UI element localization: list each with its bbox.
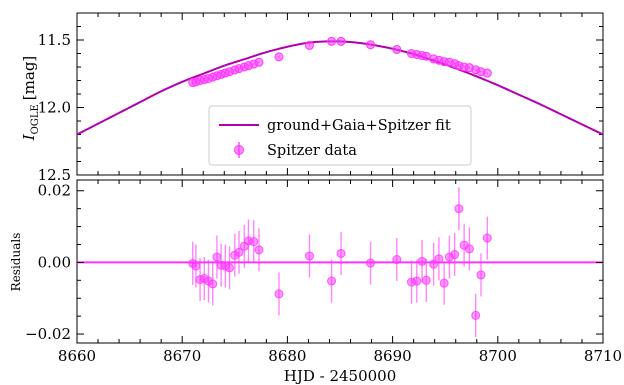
data-point <box>304 40 314 50</box>
residual-point <box>434 254 444 264</box>
legend-data-label: Spitzer data <box>267 143 357 159</box>
residual-points <box>188 187 492 337</box>
x-tick-label: 8670 <box>163 347 201 365</box>
x-tick-label: 8690 <box>374 347 412 365</box>
x-axis-label: HJD - 2450000 <box>284 367 397 385</box>
residual-point <box>366 258 376 268</box>
residual-point <box>392 255 402 265</box>
residual-point <box>450 250 460 260</box>
residual-point <box>212 252 222 262</box>
top-ylabel-unit: [mag] <box>20 56 38 100</box>
legend-box <box>208 105 472 166</box>
residual-point <box>191 261 201 271</box>
data-point <box>482 68 492 78</box>
legend-data-swatch <box>234 145 244 155</box>
residual-point <box>336 248 346 258</box>
bottom-ytick-label: −0.02 <box>25 325 71 343</box>
data-point <box>392 44 402 54</box>
residual-point <box>304 251 314 261</box>
residual-point <box>417 256 427 266</box>
top-panel-ticks <box>76 12 604 176</box>
residual-point <box>412 276 422 286</box>
top-ylabel-sub: OGLE <box>30 104 41 134</box>
residual-point <box>476 270 486 280</box>
data-point <box>421 51 431 61</box>
residual-point <box>274 289 284 299</box>
bottom-ytick-labels: −0.02 0.00 0.02 <box>25 182 71 343</box>
residual-point <box>208 279 218 289</box>
legend-model-label: ground+Gaia+Spitzer fit <box>267 118 451 134</box>
top-ytick-label: 12.5 <box>38 166 71 184</box>
residual-point <box>225 263 235 273</box>
top-ylabel-main: I <box>20 133 38 141</box>
residual-point <box>234 247 244 257</box>
top-ytick-label: 11.5 <box>38 31 71 49</box>
residual-point <box>439 278 449 288</box>
data-point <box>274 52 284 62</box>
residual-point <box>327 276 337 286</box>
bottom-xtick-labels: 8660 8670 8680 8690 8700 8710 <box>58 347 622 365</box>
top-ytick-labels: 11.5 12.0 12.5 <box>38 31 71 184</box>
residual-point <box>249 237 259 247</box>
residual-point <box>471 310 481 320</box>
data-point <box>327 36 337 46</box>
residual-point <box>429 259 439 269</box>
residual-point <box>421 275 431 285</box>
data-point <box>366 40 376 50</box>
x-tick-label: 8700 <box>479 347 517 365</box>
bottom-ytick-label: 0.00 <box>38 253 71 271</box>
bottom-ylabel: Residuals <box>9 233 23 292</box>
top-data-points <box>188 36 492 88</box>
data-point <box>254 57 264 67</box>
legend: ground+Gaia+Spitzer fit Spitzer data <box>208 105 472 166</box>
residual-point <box>454 204 464 214</box>
residual-point <box>464 244 474 254</box>
x-tick-label: 8660 <box>58 347 96 365</box>
top-ytick-label: 12.0 <box>38 99 71 117</box>
residual-point <box>254 245 264 255</box>
bottom-ytick-label: 0.02 <box>38 182 71 200</box>
data-point <box>336 36 346 46</box>
top-ylabel: IOGLE [mag] <box>20 56 41 142</box>
top-panel: 11.5 12.0 12.5 IOGLE [mag] ground+Gaia+Spit… <box>20 12 604 184</box>
residual-point <box>482 233 492 243</box>
x-tick-label: 8680 <box>268 347 306 365</box>
x-tick-label: 8710 <box>584 347 622 365</box>
bottom-panel: −0.02 0.00 0.02 8660 8670 8680 8690 8700 8710 R… <box>9 179 622 385</box>
bottom-panel-ticks <box>76 180 604 343</box>
